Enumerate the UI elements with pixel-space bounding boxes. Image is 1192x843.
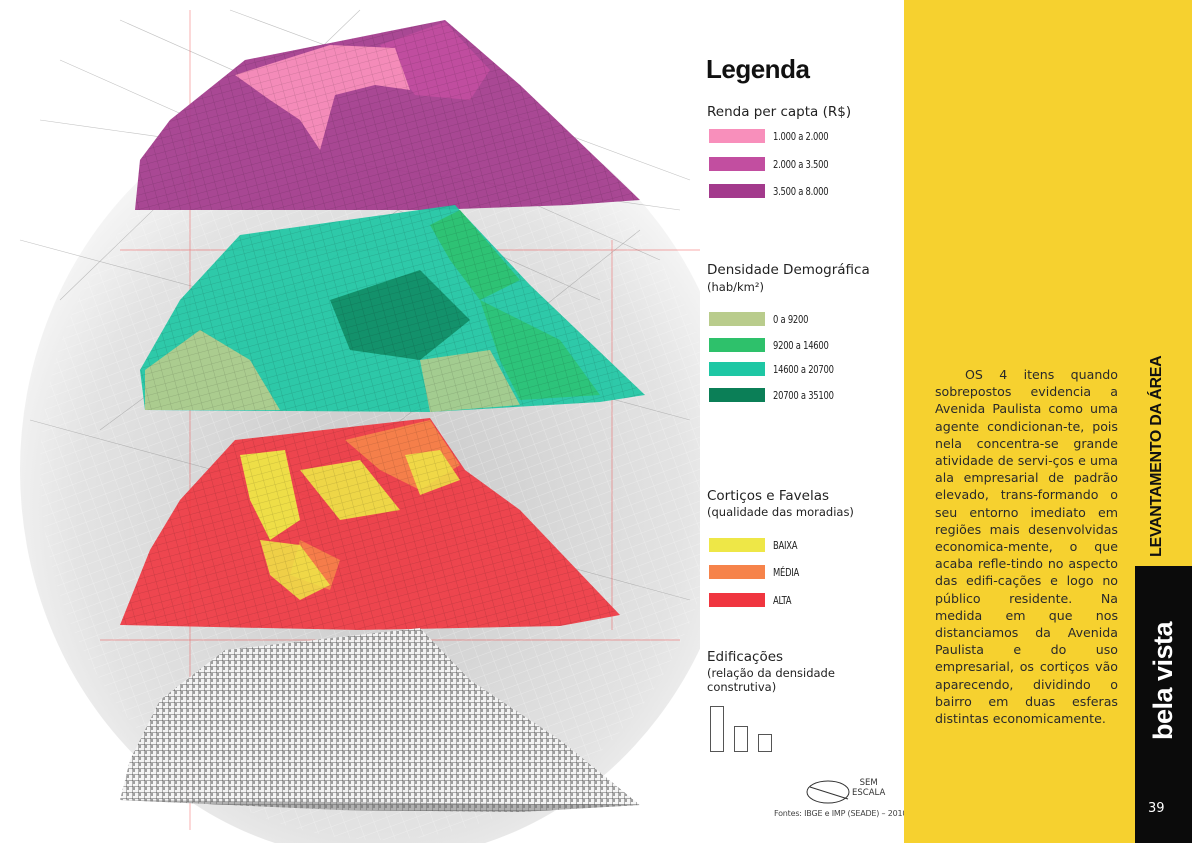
legend-corticos-item-1: BAIXA [709, 538, 802, 552]
legend-corticos-subtitle: (qualidade das moradias) [707, 505, 854, 519]
legend-label: 14600 a 20700 [773, 362, 834, 376]
legend-label: 2.000 a 3.500 [773, 157, 829, 171]
legend-label: 1.000 a 2.000 [773, 129, 829, 143]
neighborhood-title-vertical: bela vista [1148, 621, 1178, 740]
legend-label: MÉDIA [773, 565, 800, 579]
scale-label: SEM ESCALA [852, 778, 885, 798]
legend-densidade-title: Densidade Demográfica [707, 262, 870, 278]
legend-label: 20700 a 35100 [773, 388, 834, 402]
legend-label: BAIXA [773, 538, 798, 552]
sources-note: Fontes: IBGE e IMP (SEADE) – 2010 [774, 809, 908, 818]
legend-densidade-subtitle: (hab/km²) [707, 280, 764, 294]
legend-swatch [709, 129, 765, 143]
legend-densidade-item-3: 14600 a 20700 [709, 362, 844, 376]
scale-label-line1: SEM [859, 778, 878, 788]
layer-edificacoes [120, 628, 640, 812]
legend-swatch [709, 312, 765, 326]
legend-edificacoes-title: Edificações [707, 649, 784, 665]
map-layers-svg [19, 9, 700, 843]
legend-label: ALTA [773, 593, 792, 607]
legend-densidade-item-2: 9200 a 14600 [709, 338, 838, 352]
legend-renda-title: Renda per capta (R$) [707, 104, 852, 120]
legend-densidade-item-4: 20700 a 35100 [709, 388, 844, 402]
layer-renda [135, 20, 640, 210]
legend-label: 3.500 a 8.000 [773, 184, 829, 198]
legend-label: 0 a 9200 [773, 312, 809, 326]
legend-corticos-item-3: ALTA [709, 593, 795, 607]
layered-map-illustration [19, 9, 700, 843]
edificacoes-base [120, 628, 640, 812]
bar-low [758, 734, 772, 752]
legend-swatch [709, 184, 765, 198]
body-paragraph: OS 4 itens quando sobrepostos evidencia … [935, 366, 1118, 727]
legend-label: 9200 a 14600 [773, 338, 829, 352]
section-title-vertical: LEVANTAMENTO DA ÁREA [1148, 355, 1165, 557]
body-paragraph-text: OS 4 itens quando sobrepostos evidencia … [935, 367, 1118, 727]
layer-densidade [140, 205, 645, 412]
legend-corticos-item-2: MÉDIA [709, 565, 804, 579]
legend-swatch [709, 388, 765, 402]
edificacoes-shadow [120, 800, 640, 812]
legend-renda-item-2: 2.000 a 3.500 [709, 157, 838, 171]
black-side-bar [1135, 566, 1192, 843]
legend-edificacoes-subtitle-1: (relação da densidade [707, 666, 835, 680]
layer-corticos [120, 418, 620, 630]
bar-medium [734, 726, 748, 752]
legend-edificacoes-subtitle-2: construtiva) [707, 680, 777, 694]
legend-swatch [709, 593, 765, 607]
page-number: 39 [1148, 801, 1165, 816]
legend-swatch [709, 362, 765, 376]
legend-densidade-item-1: 0 a 9200 [709, 312, 814, 326]
legend-swatch [709, 157, 765, 171]
legend-title: Legenda [706, 54, 810, 84]
scale-icon [806, 780, 850, 804]
legend-corticos-title: Cortiços e Favelas [707, 488, 830, 504]
bar-high [710, 706, 724, 752]
legend-swatch [709, 538, 765, 552]
legend-renda-item-1: 1.000 a 2.000 [709, 129, 838, 143]
legend-renda-item-3: 3.500 a 8.000 [709, 184, 838, 198]
scale-label-line2: ESCALA [852, 788, 886, 798]
building-density-bars [710, 704, 780, 752]
legend-swatch [709, 338, 765, 352]
legend-swatch [709, 565, 765, 579]
